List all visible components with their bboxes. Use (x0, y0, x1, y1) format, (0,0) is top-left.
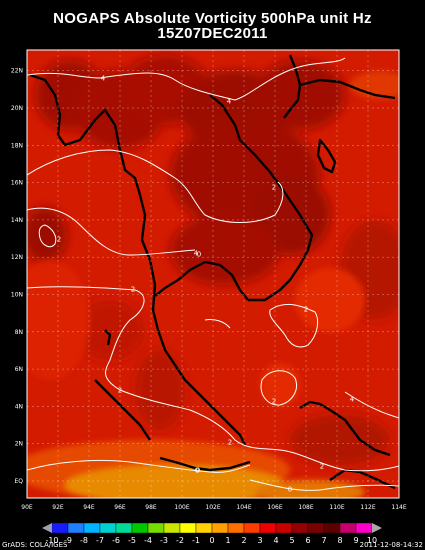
lat-tick-label: 12N (11, 254, 23, 261)
colorbar-tick-label: -9 (64, 536, 72, 545)
contour-value-label: 4 (350, 396, 355, 404)
colorbar-swatch (99, 522, 117, 534)
colorbar-swatch (115, 522, 133, 534)
contour-value-label: 0 (195, 467, 199, 475)
contour-value-label: 2 (57, 236, 61, 244)
chart-title: NOGAPS Absolute Vorticity 500hPa unit Hz (53, 10, 372, 27)
contour-value-label: 4 (227, 98, 232, 106)
colorbar-tick-label: -3 (160, 536, 168, 545)
colorbar-tick-label: 3 (257, 536, 262, 545)
colorbar-swatch (131, 522, 149, 534)
lon-tick-label: 112E (360, 504, 375, 511)
colorbar-tick-label: 10 (367, 536, 377, 545)
footer-timestamp: 2011-12-08-14:32 (359, 541, 423, 549)
colorbar-swatch (259, 522, 277, 534)
colorbar-swatch (179, 522, 197, 534)
colorbar-tick-label: 2 (241, 536, 246, 545)
contour-value-label: 4 (194, 250, 199, 258)
contour-value-label: 2 (228, 439, 232, 447)
colorbar-swatch (291, 522, 309, 534)
lat-tick-label: 22N (11, 68, 23, 75)
colorbar-swatch (307, 522, 325, 534)
lon-tick-label: 102E (205, 504, 220, 511)
grid (27, 50, 399, 498)
lat-tick-label: 8N (15, 329, 23, 336)
lon-tick-label: 106E (267, 504, 282, 511)
latitude-tick-labels: EQ 2N 4N 6N 8N 10N 12N 14N 16N 18N 20N 22N (11, 68, 23, 485)
contour-value-label: 2 (272, 184, 276, 192)
colorbar-tick-label: 4 (273, 536, 278, 545)
colorbar-swatch (147, 522, 165, 534)
contour-value-label: 0 (288, 486, 292, 494)
chart-subtitle-date: 15Z07DEC2011 (157, 25, 268, 42)
contour-value-label: 4 (101, 75, 106, 83)
lat-tick-label: EQ (14, 478, 23, 485)
colorbar-tick-label: 1 (225, 536, 230, 545)
contour-value-label: 2 (131, 286, 135, 294)
lat-tick-label: 20N (11, 105, 23, 112)
lat-tick-label: 6N (15, 366, 23, 373)
colorbar-swatch (227, 522, 245, 534)
contour-value-label: 2 (304, 306, 308, 314)
lon-tick-label: 90E (21, 504, 33, 511)
colorbar-tick-label: -4 (144, 536, 152, 545)
colorbar-tick-label: -1 (192, 536, 200, 545)
lat-tick-label: 14N (11, 217, 23, 224)
lat-tick-label: 10N (11, 292, 23, 299)
colorbar-swatch (163, 522, 181, 534)
colorbar-min-arrow (42, 523, 52, 533)
colorbar-swatch (275, 522, 293, 534)
contour-lines (27, 57, 399, 491)
longitude-tick-labels: 90E 92E 94E 96E 98E 100E 102E 104E 106E 108E 110E 1… (21, 504, 407, 511)
colorbar-tick-label: -2 (176, 536, 184, 545)
colorbar-swatch (67, 522, 85, 534)
colorbar-swatch (195, 522, 213, 534)
lon-tick-label: 98E (145, 504, 157, 511)
lon-tick-label: 94E (83, 504, 95, 511)
lat-tick-label: 18N (11, 142, 23, 149)
contour-value-label: 0 (196, 467, 200, 475)
lon-tick-label: 114E (391, 504, 406, 511)
colorbar-tick-label: 5 (289, 536, 294, 545)
colorbar-max-arrow (372, 523, 382, 533)
lat-tick-label: 2N (15, 441, 23, 448)
colorbar (42, 522, 382, 534)
lon-tick-label: 96E (114, 504, 126, 511)
footer-credit: GrADS: COLA/IGES (2, 541, 68, 549)
colorbar-tick-label: 8 (337, 536, 342, 545)
lon-tick-label: 104E (236, 504, 251, 511)
contour-value-label: 0 (197, 251, 201, 259)
colorbar-tick-label: -5 (128, 536, 136, 545)
lon-tick-label: 92E (52, 504, 64, 511)
colorbar-tick-label: -6 (112, 536, 120, 545)
lat-tick-label: 16N (11, 180, 23, 187)
colorbar-tick-label: 9 (353, 536, 358, 545)
plot-frame (26, 49, 400, 499)
colorbar-tick-label: 6 (305, 536, 310, 545)
lon-tick-label: 100E (174, 504, 189, 511)
contour-value-label: 2 (118, 387, 122, 395)
colorbar-tick-label: 7 (321, 536, 326, 545)
colorbar-swatch (323, 522, 341, 534)
lon-tick-label: 110E (329, 504, 344, 511)
lat-tick-label: 4N (15, 403, 23, 410)
colorbar-swatch (355, 522, 373, 534)
colorbar-swatch (243, 522, 261, 534)
colorbar-swatch (211, 522, 229, 534)
lon-tick-label: 108E (298, 504, 313, 511)
colorbar-tick-label: -7 (96, 536, 104, 545)
colorbar-tick-label: -8 (80, 536, 88, 545)
coastlines (29, 54, 396, 490)
field-shading (27, 50, 399, 498)
contour-value-label: 2 (320, 463, 324, 471)
colorbar-swatch (51, 522, 69, 534)
colorbar-tick-label: 0 (209, 536, 214, 545)
colorbar-swatch (339, 522, 357, 534)
colorbar-labels: -10 -9 -8 -7 -6 -5 -4 -3 -2 -1 0 1 2 3 4 5 6 7 8 9 10 (45, 536, 377, 545)
contour-value-label: 2 (272, 398, 276, 406)
colorbar-swatch (83, 522, 101, 534)
colorbar-tick-label: -10 (45, 536, 58, 545)
